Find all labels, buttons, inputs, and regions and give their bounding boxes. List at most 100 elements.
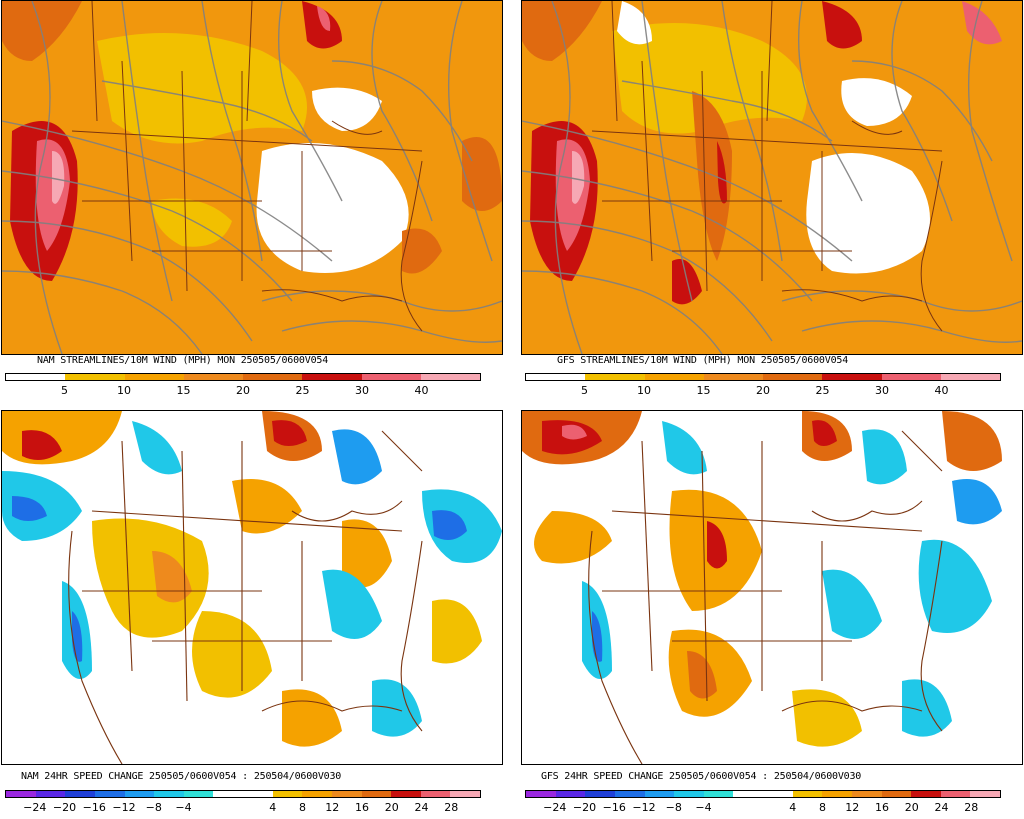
scale-swatch	[6, 374, 36, 380]
scale-swatch	[970, 791, 1000, 797]
scale-tick-label: 5	[581, 384, 588, 397]
scale-swatch	[183, 374, 214, 380]
scale-tick-label: 5	[61, 384, 68, 397]
scale-swatch	[940, 791, 971, 797]
scale-tick-label: 25	[295, 384, 310, 397]
scale-tick-label: 8	[819, 801, 826, 814]
scale-tick-label: −4	[175, 801, 192, 814]
panel-caption: NAM 24HR SPEED CHANGE 250505/0600V054 : …	[21, 771, 342, 782]
scale-tick-label: 30	[355, 384, 369, 397]
scale-swatch	[124, 374, 155, 380]
nam-wind-map-graphic	[2, 1, 502, 354]
scale-swatch	[555, 791, 586, 797]
gfs-wind-panel: GFS STREAMLINES/10M WIND (MPH) MON 25050…	[521, 0, 1023, 409]
scale-swatch	[614, 791, 645, 797]
panel-caption: GFS STREAMLINES/10M WIND (MPH) MON 25050…	[557, 355, 849, 366]
scale-swatch	[733, 374, 763, 380]
scale-swatch	[243, 791, 273, 797]
scale-swatch	[302, 374, 332, 380]
scale-tick-label: 20	[756, 384, 770, 397]
scale-tick-label: 40	[414, 384, 429, 397]
scale-swatch	[881, 374, 912, 380]
scale-tick-label: 12	[845, 801, 860, 814]
gfs-change-map-graphic	[522, 411, 1022, 764]
scale-swatch	[272, 791, 303, 797]
scale-swatch	[65, 374, 95, 380]
scale-tick-label: −20	[572, 801, 597, 814]
scale-swatch	[585, 791, 615, 797]
scale-swatch	[94, 791, 125, 797]
scale-swatch	[644, 374, 675, 380]
scale-tick-label: 10	[637, 384, 651, 397]
scale-tick-label: 40	[934, 384, 949, 397]
scale-swatch	[154, 791, 184, 797]
scale-tick-label: 20	[384, 801, 399, 814]
color-scale-bar	[525, 790, 1001, 798]
scale-swatch	[763, 374, 793, 380]
scale-swatch	[450, 791, 480, 797]
scale-tick-label: 24	[414, 801, 429, 814]
scale-swatch	[213, 791, 243, 797]
scale-swatch	[420, 791, 451, 797]
scale-swatch	[822, 374, 852, 380]
scale-tick-label: 16	[875, 801, 889, 814]
nam-wind-map	[1, 0, 503, 355]
scale-tick-label: 24	[934, 801, 949, 814]
nam-change-map-graphic	[2, 411, 502, 764]
scale-swatch	[361, 791, 392, 797]
scale-swatch	[154, 374, 184, 380]
scale-tick-label: −16	[82, 801, 106, 814]
gfs-wind-map-graphic	[522, 1, 1022, 354]
scale-swatch	[391, 791, 421, 797]
scale-swatch	[35, 791, 66, 797]
scale-swatch	[940, 374, 971, 380]
color-scale-bar	[525, 373, 1001, 381]
scale-tick-label: 4	[269, 801, 277, 814]
scale-swatch	[183, 791, 214, 797]
scale-swatch	[851, 374, 882, 380]
scale-swatch	[703, 374, 734, 380]
scale-swatch	[851, 791, 882, 797]
scale-tick-label: −12	[632, 801, 656, 814]
scale-swatch	[703, 791, 734, 797]
scale-swatch	[674, 374, 704, 380]
gfs-change-panel: GFS 24HR SPEED CHANGE 250505/0600V054 : …	[521, 410, 1023, 819]
scale-swatch	[526, 791, 556, 797]
scale-swatch	[792, 791, 823, 797]
scale-tick-label: 4	[789, 801, 797, 814]
scale-swatch	[94, 374, 125, 380]
scale-swatch	[6, 791, 36, 797]
scale-swatch	[302, 791, 332, 797]
nam-wind-panel: NAM STREAMLINES/10M WIND (MPH) MON 25050…	[1, 0, 503, 409]
scale-tick-label: 8	[299, 801, 306, 814]
scale-tick-label: 10	[117, 384, 131, 397]
scale-tick-label: 16	[355, 801, 369, 814]
scale-swatch	[733, 791, 763, 797]
scale-swatch	[331, 374, 362, 380]
scale-tick-label: 25	[815, 384, 830, 397]
scale-swatch	[614, 374, 645, 380]
scale-swatch	[272, 374, 303, 380]
color-scale-bar	[5, 373, 481, 381]
panel-caption: NAM STREAMLINES/10M WIND (MPH) MON 25050…	[37, 355, 329, 366]
scale-tick-label: 20	[904, 801, 919, 814]
nam-change-panel: NAM 24HR SPEED CHANGE 250505/0600V054 : …	[1, 410, 503, 819]
scale-tick-label: −4	[695, 801, 712, 814]
scale-swatch	[674, 791, 704, 797]
scale-swatch	[420, 374, 451, 380]
scale-swatch	[243, 374, 273, 380]
panel-caption: GFS 24HR SPEED CHANGE 250505/0600V054 : …	[541, 771, 862, 782]
scale-tick-label: −8	[665, 801, 682, 814]
scale-swatch	[911, 374, 941, 380]
nam-change-map	[1, 410, 503, 765]
scale-swatch	[213, 374, 243, 380]
scale-swatch	[792, 374, 823, 380]
scale-swatch	[763, 791, 793, 797]
scale-tick-label: 30	[875, 384, 889, 397]
scale-swatch	[35, 374, 66, 380]
scale-swatch	[555, 374, 586, 380]
color-scale-bar	[5, 790, 481, 798]
scale-swatch	[970, 374, 1000, 380]
scale-tick-label: 15	[696, 384, 711, 397]
scale-tick-label: 20	[236, 384, 250, 397]
